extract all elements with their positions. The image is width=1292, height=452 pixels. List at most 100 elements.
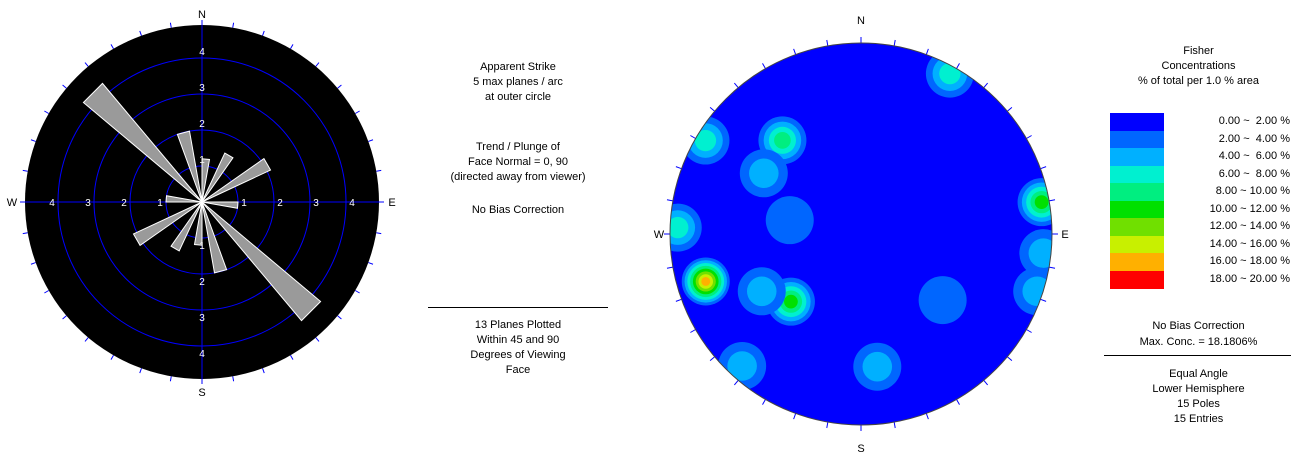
net-info-block: Equal Angle Lower Hemisphere 15 Poles 15…	[1105, 367, 1292, 427]
net-tick	[1006, 356, 1013, 362]
rose-petal	[201, 158, 211, 203]
net-tick	[826, 422, 829, 429]
rose-petal	[201, 201, 322, 322]
legend-range-label: 14.00 ~ 16.00 %	[1209, 237, 1290, 250]
rose-ring-label: 1	[241, 198, 247, 209]
contour-band	[1034, 195, 1049, 210]
net-tick	[1026, 329, 1032, 333]
net-tick	[1049, 199, 1056, 202]
rose-tick	[262, 30, 265, 36]
rose-north-label: N	[198, 9, 206, 21]
rose-tick	[139, 30, 142, 36]
legend-range-label: 8.00 ~ 10.00 %	[1215, 185, 1290, 197]
rose-tick	[22, 232, 28, 235]
net-tick	[1049, 266, 1056, 269]
rose-tick	[84, 62, 89, 67]
rose-tick	[355, 110, 360, 114]
rose-tick	[44, 290, 49, 294]
rose-ring-label: 4	[349, 198, 355, 209]
net-tick	[690, 329, 696, 333]
rose-ring-label: 1	[199, 241, 205, 252]
net-tick	[983, 82, 989, 89]
legend-swatch	[1110, 200, 1164, 219]
contour-band	[1022, 276, 1052, 307]
net-tick	[793, 413, 797, 420]
rose-petal	[176, 130, 203, 203]
planes-block: 13 Planes Plotted Within 45 and 90 Degre…	[418, 318, 618, 378]
rose-tick	[337, 315, 342, 320]
legend-title-block: Fisher Concentrations % of total per 1.0…	[1105, 44, 1292, 89]
rose-tick	[368, 139, 374, 142]
rose-petal	[132, 201, 203, 247]
rose-ring-label: 2	[199, 119, 205, 130]
net-tick	[709, 106, 716, 112]
legend-swatch	[1110, 218, 1164, 236]
net-tick	[1040, 166, 1047, 170]
direction-label: (directed away from viewer)	[450, 171, 586, 183]
legend-swatch	[1110, 148, 1164, 166]
legend-range-label: 12.00 ~ 14.00 %	[1209, 220, 1290, 232]
face-normal-label: Face Normal = 0, 90	[468, 156, 568, 168]
rose-tick	[376, 169, 382, 172]
rose-ring-label: 1	[157, 198, 163, 209]
rose-tick	[22, 169, 28, 172]
trend-plunge-label: Trend / Plunge of	[476, 141, 560, 153]
max-conc-label: Max. Conc. = 18.1806%	[1139, 336, 1258, 348]
legend-range-label: 10.00 ~ 12.00 %	[1209, 202, 1290, 215]
net-tick	[983, 379, 989, 386]
rose-petal	[170, 201, 203, 252]
net-tick	[925, 413, 929, 420]
net-east-label: E	[1061, 229, 1068, 241]
rose-tick	[368, 262, 374, 265]
rose-tick	[62, 315, 67, 320]
rose-tick	[44, 110, 49, 114]
net-tick	[1026, 135, 1032, 139]
rose-east-label: E	[388, 197, 395, 209]
net-tick	[762, 63, 766, 69]
contour-band	[727, 351, 757, 381]
face-label: Face	[505, 364, 531, 376]
net-tick	[1040, 298, 1047, 302]
contour-band	[918, 276, 967, 325]
rose-tick	[139, 368, 142, 374]
legend-range-label: 16.00 ~ 18.00 %	[1209, 255, 1290, 267]
legend-row: 4.00 ~ 6.00 %	[1110, 148, 1292, 166]
hemisphere-label: Lower Hemisphere	[1152, 383, 1245, 395]
stereonet-contours	[670, 49, 1052, 391]
rose-ring-label: 2	[199, 277, 205, 288]
rose-tick	[315, 337, 320, 342]
rose-tick	[355, 290, 360, 294]
rose-tick	[232, 376, 235, 382]
rose-petal	[201, 201, 228, 274]
legend-row: 8.00 ~ 10.00 %	[1110, 183, 1292, 201]
rose-ring-label: 4	[199, 47, 205, 58]
contour-band	[670, 216, 689, 239]
legend-title: Fisher	[1183, 45, 1214, 57]
legend-row: 10.00 ~ 12.00 %	[1110, 200, 1292, 219]
legend-subtitle: Concentrations	[1161, 60, 1236, 72]
rose-ring-label: 1	[199, 155, 205, 166]
legend-row: 16.00 ~ 18.00 %	[1110, 253, 1292, 271]
poles-label: 15 Poles	[1177, 398, 1220, 410]
legend-row: 18.00 ~ 20.00 %	[1110, 270, 1292, 289]
legend-range-label: 0.00 ~ 2.00 %	[1218, 115, 1290, 127]
net-tick	[893, 39, 896, 46]
contour-band	[746, 276, 777, 307]
net-tick	[762, 399, 766, 405]
net-tick	[709, 356, 716, 362]
net-tick	[925, 48, 929, 55]
rose-south-label: S	[198, 387, 205, 399]
rose-ring-label: 3	[199, 83, 205, 94]
legend-range-label: 2.00 ~ 4.00 %	[1218, 132, 1290, 145]
net-tick	[893, 422, 896, 429]
net-tick	[733, 82, 739, 89]
net-tick	[733, 379, 739, 386]
rose-ring-labels: 1 1 1 1 2 2 2 2 3 3 3 3 4 4 4 4	[49, 47, 355, 360]
stereonet-plot: N S W E	[654, 15, 1069, 452]
rose-tick	[62, 84, 67, 89]
rose-petal	[201, 152, 234, 203]
rose-west-label: W	[7, 197, 18, 209]
max-planes-label: 5 max planes / arc	[473, 76, 563, 88]
projection-label: Equal Angle	[1169, 368, 1228, 380]
net-bias-label: No Bias Correction	[1152, 320, 1245, 332]
